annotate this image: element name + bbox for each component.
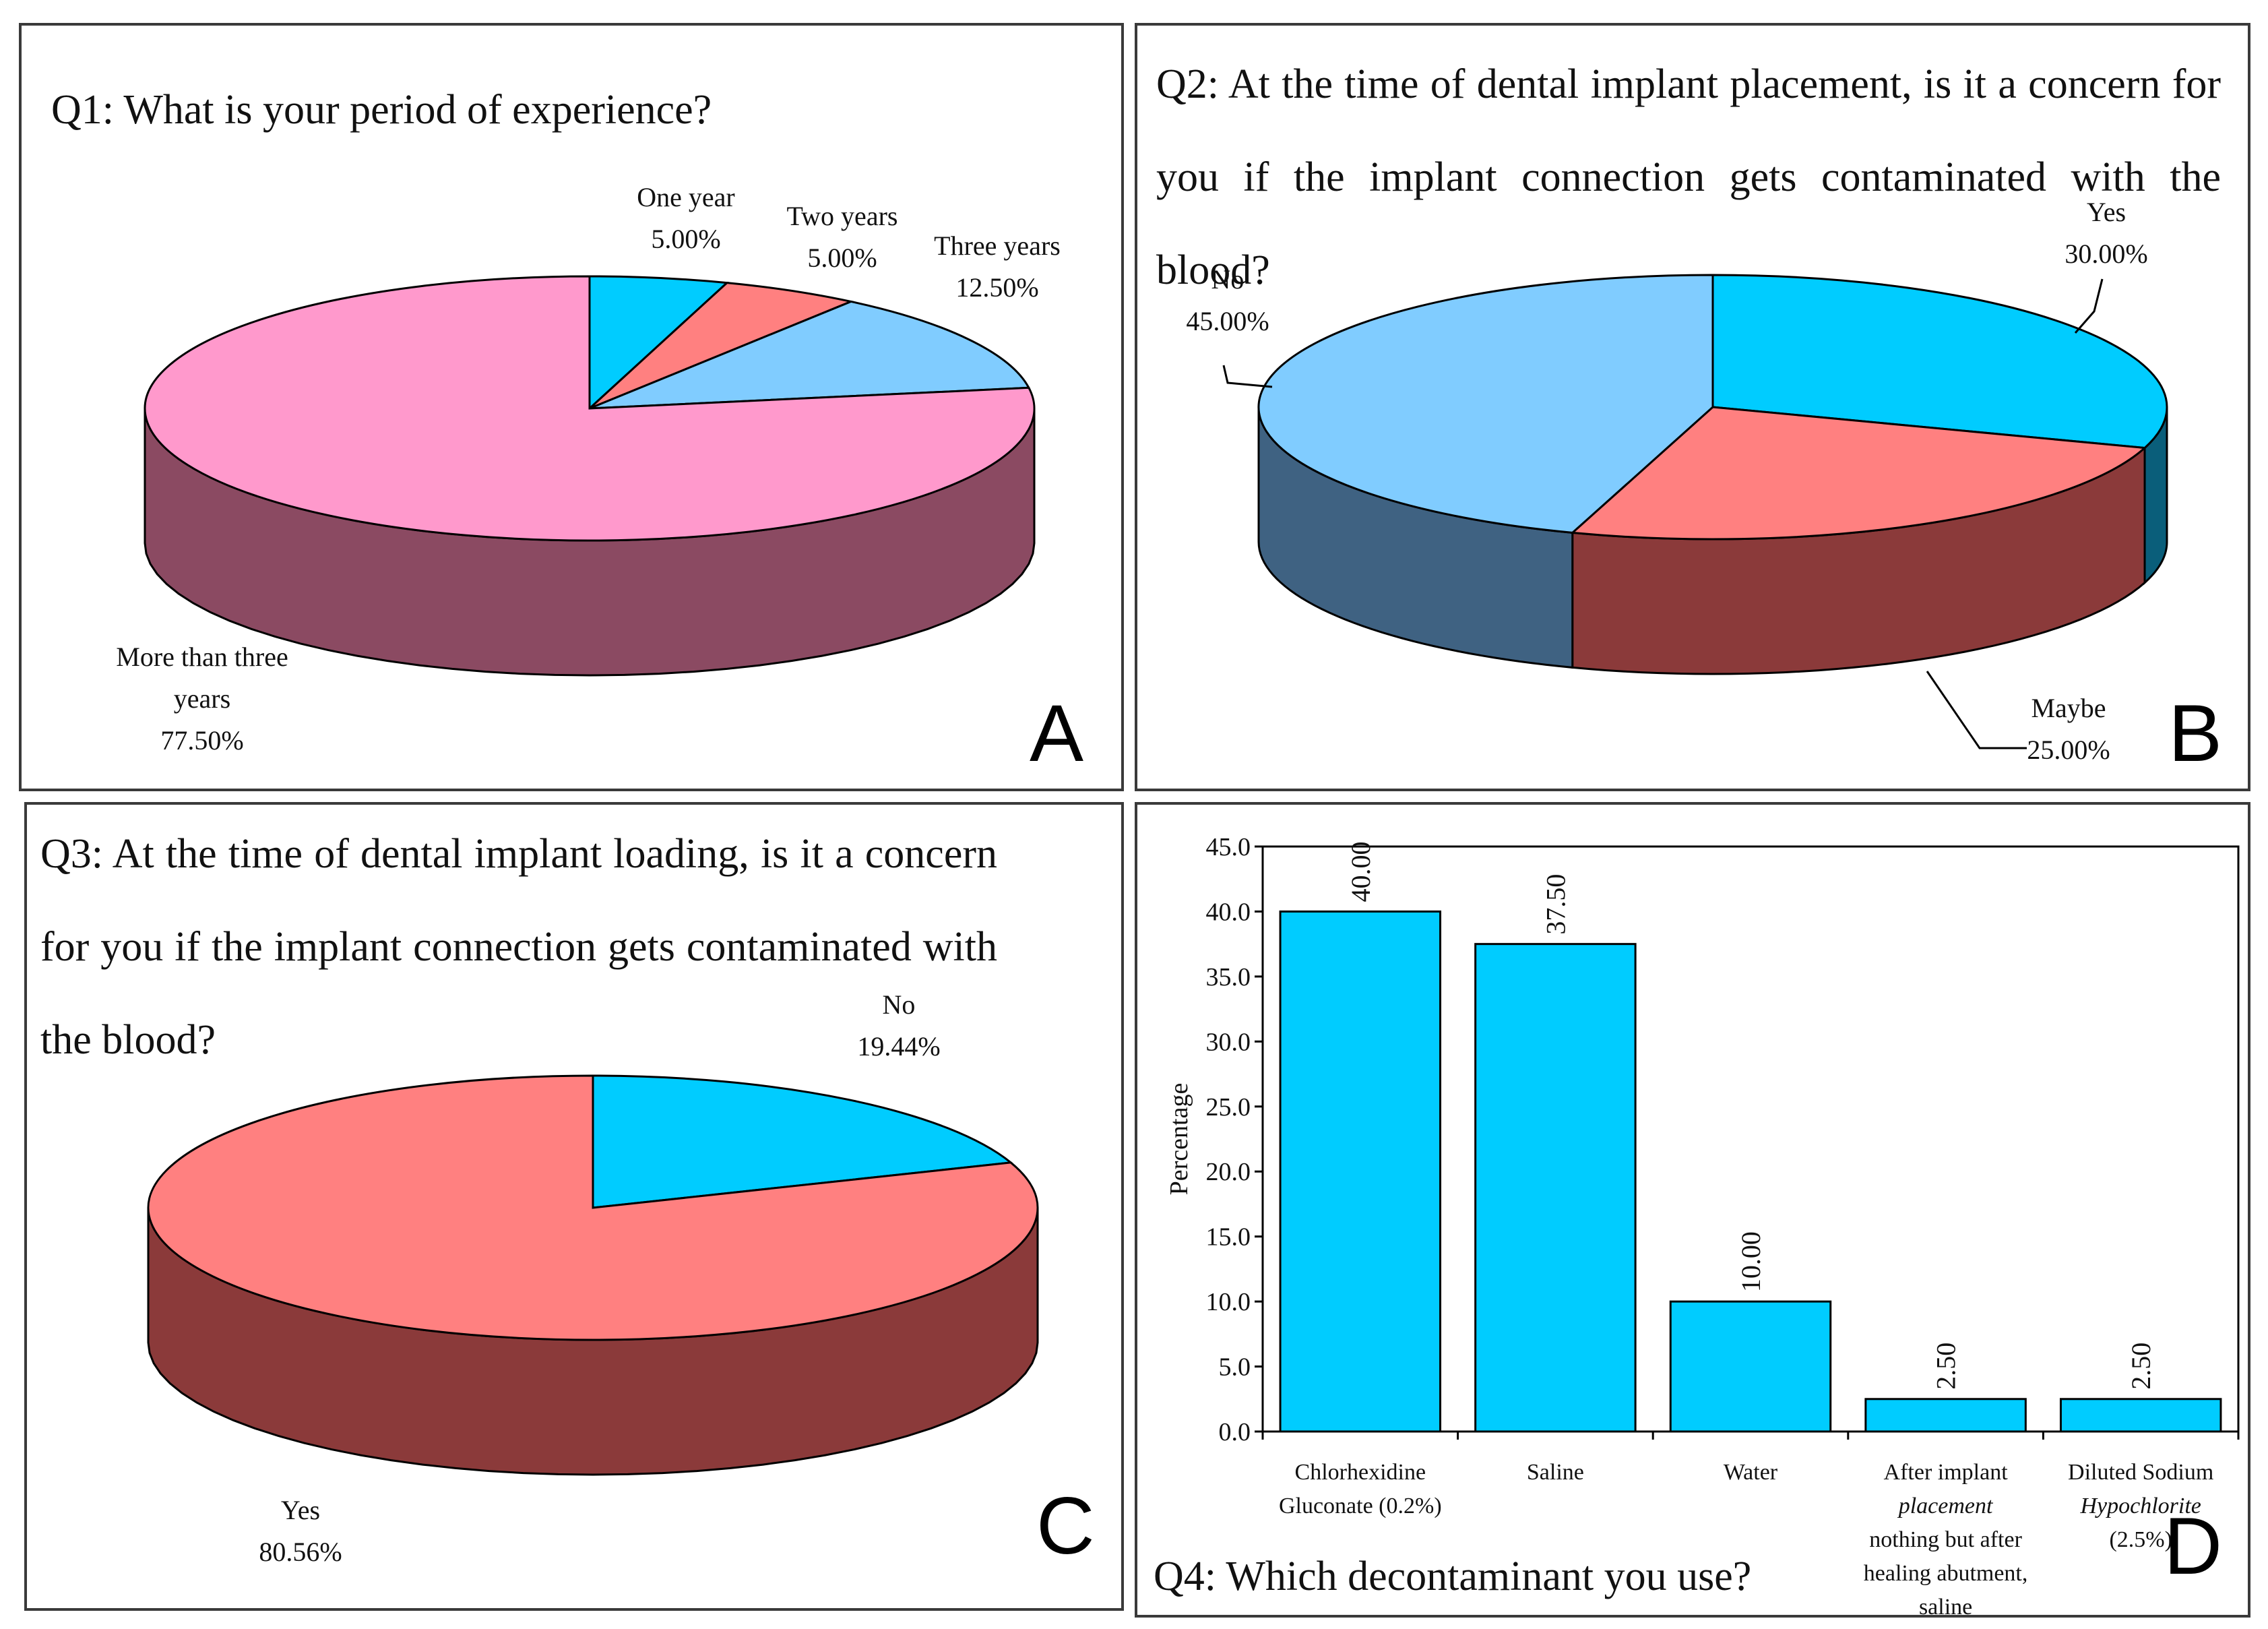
bar-water [1669, 1300, 1832, 1433]
pie-slice-one-year [588, 275, 730, 411]
pie-label-no: No [883, 989, 916, 1020]
pie-label-no: No [1211, 264, 1245, 295]
pie-label-yes: Yes [2087, 197, 2126, 227]
pie-slice-more-than-three-years [144, 275, 1036, 542]
panel-d: 0.0 5.0 10.0 15.0 20.0 25.0 30.0 35.0 40.0 45.0 Pe… [1135, 802, 2250, 1620]
pie-value-no: 19.44% [857, 1031, 940, 1062]
pie-slice-three-years [589, 300, 1031, 410]
bar-value-label: 2.50 [1931, 1343, 1961, 1390]
bar-diluted-sodium-hypochlorite-2-5 [2059, 1398, 2222, 1433]
pie-value-three-years: 12.50% [955, 272, 1038, 303]
panel-a: Q1: What is your period of experience? O… [19, 23, 1124, 791]
q4-title: Q4: Which decontaminant you use? [1154, 1554, 1752, 1599]
pie-chart-c: No 19.44% Yes 80.56% [147, 989, 1039, 1567]
pie-label-yes: Yes [281, 1495, 320, 1525]
pie-value-more-than-three-years: 77.50% [160, 725, 243, 756]
pie-value-yes: 30.00% [2065, 239, 2147, 269]
x-category-label: Saline [1526, 1460, 1584, 1485]
pie-slice-yes [1711, 274, 2168, 450]
panel-letter-a: A [1030, 688, 1084, 778]
bar-chart-d: 0.0 5.0 10.0 15.0 20.0 25.0 30.0 35.0 40.0 45.0 Pe… [1165, 833, 2240, 1446]
pie-value-one-year: 5.00% [651, 224, 720, 254]
q2-title: Q2: At the time of dental implant placem… [1156, 61, 2221, 293]
pie-leader-maybe [1926, 671, 2027, 749]
bar-chlorhexidine-gluconate-0-2 [1279, 910, 1442, 1433]
pie-chart-b: Yes 30.00% Maybe 25.00% No 45.00% [1186, 197, 2168, 765]
pie-label-one-year: One year [637, 182, 734, 212]
panel-letter-d: D [2164, 1501, 2222, 1591]
x-category-label: After implant placement nothing but after h… [1863, 1460, 2028, 1620]
y-tick-label: 15.0 [1206, 1223, 1251, 1252]
y-tick-label: 5.0 [1219, 1353, 1251, 1382]
pie-slice-two-years [588, 282, 854, 410]
bar-value-label: 37.50 [1540, 874, 1571, 935]
y-tick-label: 0.0 [1219, 1418, 1251, 1446]
bar-value-label: 2.50 [2126, 1343, 2156, 1390]
pie-label-two-years: Two years [787, 201, 898, 231]
pie-label-three-years: Three years [934, 230, 1061, 261]
q1-title: Q1: What is your period of experience? [51, 87, 712, 133]
pie-leader-no [1222, 365, 1273, 388]
y-tick-label: 40.0 [1206, 898, 1251, 926]
y-tick-label: 10.0 [1206, 1288, 1251, 1316]
pie-value-yes: 80.56% [259, 1537, 342, 1567]
pie-slice-yes [147, 1074, 1039, 1341]
pie-label-maybe: Maybe [2031, 693, 2106, 723]
pie-slice-no [592, 1074, 1013, 1209]
pie-chart-a: One year 5.00% Two years 5.00% Three years 12… [116, 182, 1061, 756]
panel-b: Q2: At the time of dental implant placem… [1135, 23, 2250, 791]
panel-letter-c: C [1036, 1481, 1095, 1571]
y-tick-label: 25.0 [1206, 1093, 1251, 1121]
bar-after-implant-placement-nothing-but-after-healing-abutment-saline [1864, 1398, 2027, 1433]
x-category-label: Diluted Sodium Hypochlorite (2.5%) [2068, 1460, 2214, 1552]
bar-saline [1474, 943, 1637, 1433]
pie-value-maybe: 25.00% [2027, 735, 2110, 765]
x-category-label: Chlorhexidine Gluconate (0.2%) [1278, 1460, 1442, 1518]
pie-label-more-than-three-years: years [174, 683, 230, 714]
pie-slice-maybe [1570, 406, 2147, 541]
pie-label-more-than-three-years: More than three [116, 642, 288, 672]
y-tick-label: 20.0 [1206, 1158, 1251, 1186]
pie-value-two-years: 5.00% [807, 243, 877, 273]
bar-value-label: 10.00 [1736, 1231, 1766, 1292]
y-tick-label: 35.0 [1206, 963, 1251, 991]
pie-value-no: 45.00% [1186, 306, 1269, 336]
y-tick-label: 45.0 [1206, 833, 1251, 861]
y-axis-label: Percentage [1165, 1083, 1193, 1196]
panel-c: Q3: At the time of dental implant loadin… [24, 802, 1124, 1611]
q3-title: Q3: At the time of dental implant loadin… [40, 831, 997, 1063]
pie-leader-yes [2074, 278, 2104, 334]
x-category-label: Water [1723, 1460, 1778, 1485]
panel-letter-b: B [2168, 688, 2222, 778]
bar-value-label: 40.00 [1346, 841, 1376, 902]
y-tick-label: 30.0 [1206, 1028, 1251, 1056]
